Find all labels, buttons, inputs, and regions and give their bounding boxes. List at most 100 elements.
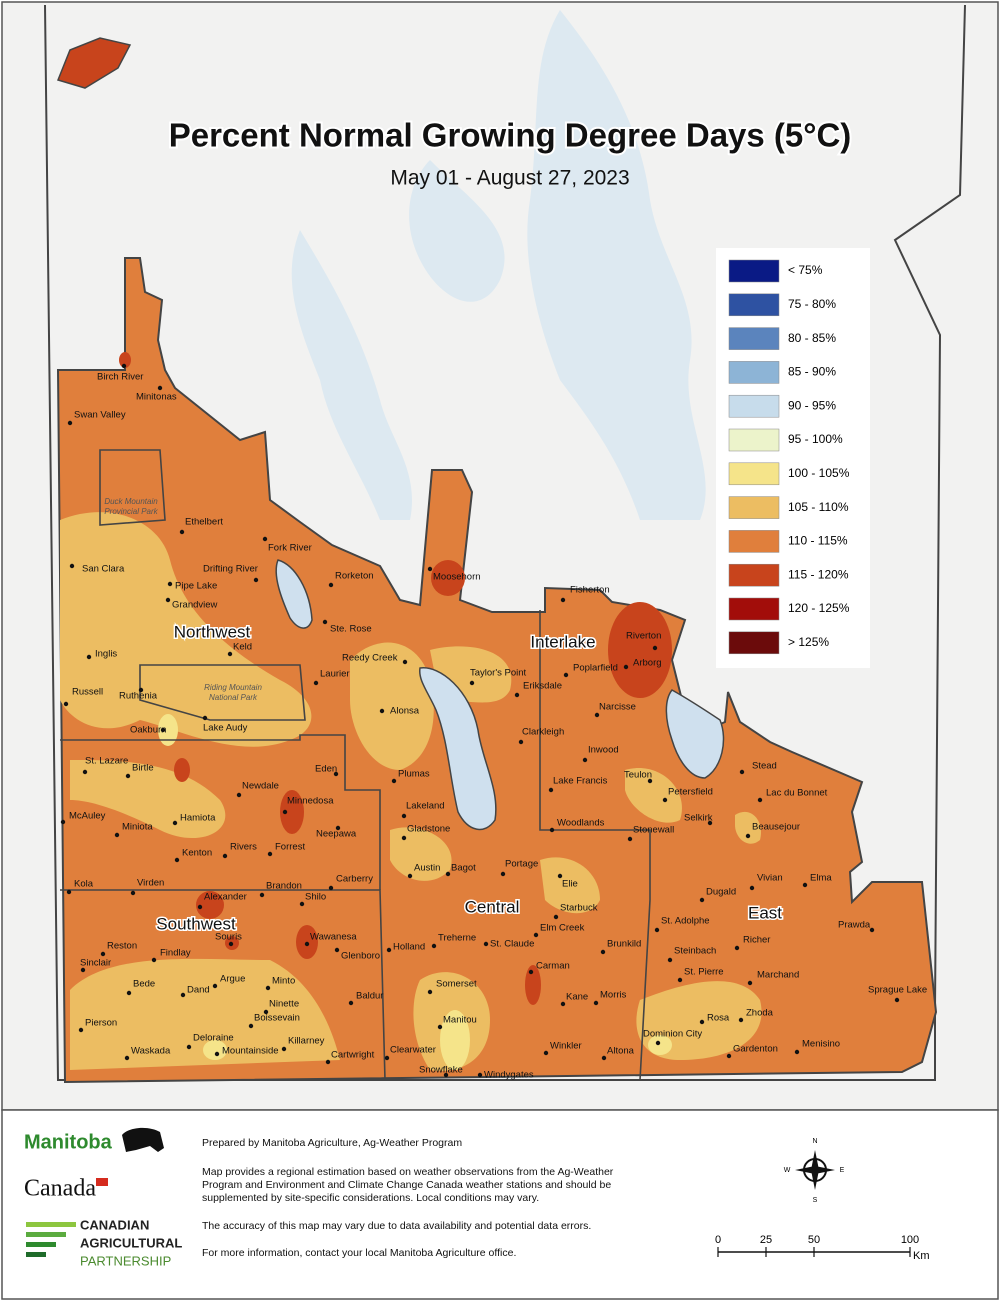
place-label: Minto xyxy=(272,976,295,987)
place-label: Dand xyxy=(187,985,210,996)
legend-label: 85 - 90% xyxy=(788,365,836,379)
place-label: Laurier xyxy=(320,669,350,680)
place-dot xyxy=(431,943,437,949)
region-label: Northwest xyxy=(174,622,251,641)
place-dot xyxy=(443,1072,449,1078)
spot xyxy=(203,1040,227,1060)
place-label: Rorketon xyxy=(335,571,374,582)
place-label: Newdale xyxy=(242,781,279,792)
place-label: Carberry xyxy=(336,874,373,885)
cap-text: CANADIAN xyxy=(80,1217,149,1232)
legend-swatch xyxy=(728,530,780,553)
legend-swatch xyxy=(728,563,780,587)
place-dot xyxy=(738,1017,744,1023)
place-dot xyxy=(734,945,740,951)
place-dot xyxy=(167,581,173,587)
place-dot xyxy=(593,1000,599,1006)
border xyxy=(60,734,381,890)
subtitle: May 01 - August 27, 2023 xyxy=(390,167,629,190)
accuracy: The accuracy of this map may vary due to… xyxy=(202,1220,591,1232)
lake xyxy=(409,160,505,302)
place-label: Menisino xyxy=(802,1039,840,1050)
scale-unit: Km xyxy=(913,1250,930,1262)
place-dot xyxy=(165,597,171,603)
compass: N E S W xyxy=(784,1138,845,1204)
place-dot xyxy=(66,889,72,895)
footer xyxy=(1,1109,999,1300)
place-label: Somerset xyxy=(436,979,477,990)
stripe xyxy=(26,1252,46,1257)
place-label: Narcisse xyxy=(599,702,636,713)
place-label: Birtle xyxy=(132,763,154,774)
place-label: Forrest xyxy=(275,842,305,853)
north-patch xyxy=(56,37,132,89)
place-label: Lakeland xyxy=(406,801,445,812)
cap-text: PARTNERSHIP xyxy=(80,1253,171,1268)
place-dot xyxy=(60,819,66,825)
place-label: Austin xyxy=(414,863,440,874)
place-label: Holland xyxy=(393,942,425,953)
place-dot xyxy=(582,757,588,763)
place-dot xyxy=(757,797,763,803)
place-label: Ethelbert xyxy=(185,517,223,528)
place-label: Lake Audy xyxy=(203,723,248,734)
park-border xyxy=(139,664,306,721)
place-dot xyxy=(281,1046,287,1052)
place-label: Manitou xyxy=(443,1015,477,1026)
place-dot xyxy=(379,708,385,714)
compass-e: E xyxy=(840,1167,845,1174)
legend-label: 110 - 115% xyxy=(788,534,848,548)
place-label: Wawanesa xyxy=(310,932,357,943)
spot xyxy=(119,352,131,368)
place-dot xyxy=(745,833,751,839)
warm-areas xyxy=(60,512,762,1071)
place-dot xyxy=(699,1019,705,1025)
park-label: Provincial Park xyxy=(104,507,158,516)
place-label: Poplarfield xyxy=(573,663,618,674)
scale-label: 25 xyxy=(760,1234,772,1246)
place-label: Woodlands xyxy=(557,818,605,829)
legend-label: 120 - 125% xyxy=(788,601,850,615)
place-dot xyxy=(549,827,555,833)
place-label: Beausejour xyxy=(752,822,800,833)
border xyxy=(539,610,651,1081)
place-label: St. Lazare xyxy=(85,756,128,767)
spot xyxy=(174,758,190,782)
place-label: Pierson xyxy=(85,1018,117,1029)
place-label: Gladstone xyxy=(407,824,450,835)
place-label: Starbuck xyxy=(560,903,598,914)
place-dot xyxy=(528,969,534,975)
place-label: Clarkleigh xyxy=(522,727,564,738)
place-dot xyxy=(747,980,753,986)
legend-swatch xyxy=(728,597,780,621)
place-dot xyxy=(739,769,745,775)
place-dot xyxy=(557,873,563,879)
place-dot xyxy=(391,778,397,784)
place-label: Rosa xyxy=(707,1013,730,1024)
place-label: Kenton xyxy=(182,848,212,859)
spot xyxy=(431,560,465,596)
place-label: Mountainside xyxy=(222,1046,279,1057)
place-dot xyxy=(401,835,407,841)
place-label: Gardenton xyxy=(733,1044,778,1055)
legend-label: 95 - 100% xyxy=(788,432,843,446)
place-label: Reedy Creek xyxy=(342,653,398,664)
area xyxy=(350,642,434,770)
place-label: Carman xyxy=(536,961,570,972)
place-label: Swan Valley xyxy=(74,410,126,421)
legend-swatch xyxy=(728,361,780,384)
place-label: Vivian xyxy=(757,873,783,884)
place-label: St. Adolphe xyxy=(661,916,710,927)
place-label: Drifting River xyxy=(203,564,258,575)
place-label: McAuley xyxy=(69,811,106,822)
place-label: Lac du Bonnet xyxy=(766,788,828,799)
place-label: Winkler xyxy=(550,1041,582,1052)
place-dot xyxy=(304,941,310,947)
place-dot xyxy=(707,820,713,826)
note-line: Program and Environment and Climate Chan… xyxy=(202,1179,611,1191)
place-label: Teulon xyxy=(624,770,652,781)
place-label: Neepawa xyxy=(316,829,357,840)
place-label: Deloraine xyxy=(193,1033,234,1044)
legend-label: 105 - 110% xyxy=(788,500,849,514)
